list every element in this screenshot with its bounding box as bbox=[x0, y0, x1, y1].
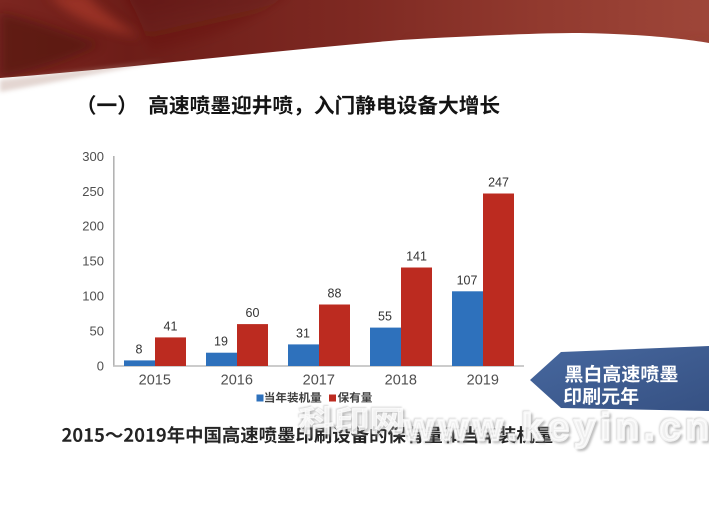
svg-text:250: 250 bbox=[82, 184, 104, 199]
svg-text:60: 60 bbox=[246, 306, 260, 320]
svg-text:141: 141 bbox=[406, 250, 427, 264]
svg-text:0: 0 bbox=[97, 358, 104, 373]
svg-text:247: 247 bbox=[488, 176, 509, 190]
svg-text:50: 50 bbox=[90, 323, 104, 338]
svg-text:88: 88 bbox=[328, 287, 342, 301]
svg-text:2019: 2019 bbox=[467, 373, 499, 389]
svg-text:55: 55 bbox=[378, 310, 392, 324]
svg-text:2017: 2017 bbox=[303, 373, 335, 389]
svg-text:150: 150 bbox=[82, 254, 104, 269]
svg-text:www.keyin.cn: www.keyin.cn bbox=[403, 407, 709, 449]
svg-text:8: 8 bbox=[136, 342, 143, 356]
svg-text:19: 19 bbox=[214, 335, 228, 349]
svg-text:100: 100 bbox=[82, 289, 104, 304]
svg-text:107: 107 bbox=[457, 273, 478, 287]
svg-text:300: 300 bbox=[82, 149, 104, 164]
svg-text:200: 200 bbox=[82, 219, 104, 234]
svg-text:41: 41 bbox=[164, 319, 178, 333]
svg-text:2016: 2016 bbox=[221, 373, 253, 389]
svg-text:2018: 2018 bbox=[385, 373, 417, 389]
svg-text:2015: 2015 bbox=[139, 373, 171, 389]
svg-text:31: 31 bbox=[296, 326, 310, 340]
